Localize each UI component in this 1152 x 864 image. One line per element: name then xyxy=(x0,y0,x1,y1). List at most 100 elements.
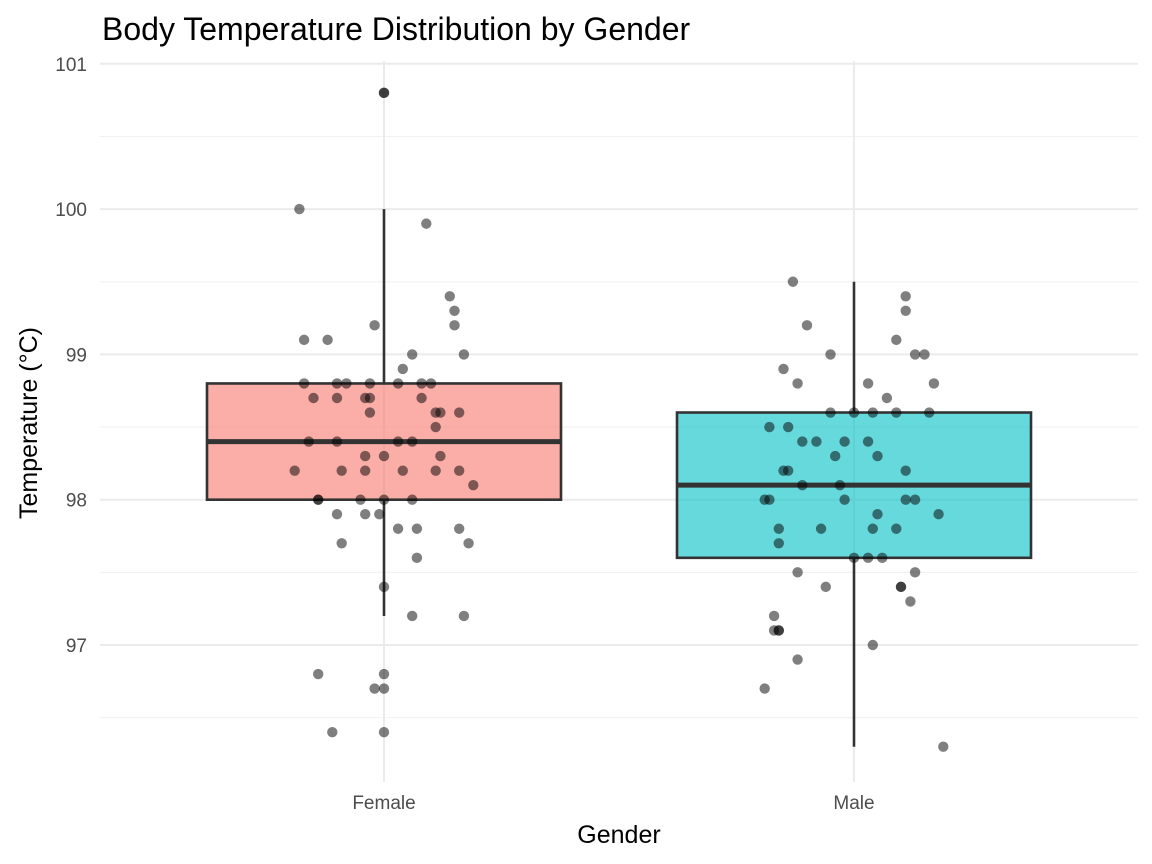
data-point xyxy=(336,538,347,549)
data-point xyxy=(825,407,836,418)
data-point xyxy=(783,421,794,433)
data-point xyxy=(463,538,474,549)
box-male xyxy=(675,281,1033,747)
data-point xyxy=(900,465,911,476)
data-point xyxy=(331,436,343,447)
data-point xyxy=(773,538,784,549)
jitter-points xyxy=(289,87,949,752)
data-point xyxy=(407,349,418,360)
data-point xyxy=(369,320,380,331)
data-point xyxy=(778,465,789,476)
data-point xyxy=(792,654,803,665)
data-point xyxy=(834,479,846,491)
data-point xyxy=(364,407,376,418)
data-point xyxy=(360,509,371,520)
data-point xyxy=(449,320,460,331)
data-point xyxy=(900,305,911,317)
data-point xyxy=(341,378,352,389)
data-point xyxy=(289,465,300,476)
data-point xyxy=(378,726,390,738)
data-point xyxy=(331,509,343,520)
y-tick-label: 101 xyxy=(55,55,87,76)
data-point xyxy=(449,305,460,317)
data-point xyxy=(797,479,808,491)
data-point xyxy=(411,552,423,564)
data-point xyxy=(294,203,305,215)
data-point xyxy=(867,523,878,534)
data-point xyxy=(378,683,390,694)
data-point xyxy=(416,378,427,389)
data-point xyxy=(862,378,874,389)
data-point xyxy=(308,392,319,404)
data-point xyxy=(430,421,441,433)
data-point xyxy=(303,436,314,447)
data-point xyxy=(764,421,775,433)
data-point xyxy=(895,581,907,593)
data-point xyxy=(909,349,921,360)
data-point xyxy=(909,494,921,505)
data-point xyxy=(355,494,366,505)
data-point xyxy=(848,407,860,418)
data-point xyxy=(848,552,860,564)
data-point xyxy=(792,378,803,389)
data-point xyxy=(425,378,437,389)
data-point xyxy=(909,567,921,578)
data-point xyxy=(454,407,465,418)
data-point xyxy=(336,465,347,476)
x-tick-label: Female xyxy=(352,793,415,814)
data-point xyxy=(416,392,427,404)
data-point xyxy=(773,625,784,636)
data-point xyxy=(313,668,324,680)
data-point xyxy=(298,378,310,389)
data-point xyxy=(764,494,775,505)
data-point xyxy=(397,363,408,375)
data-point xyxy=(778,363,789,375)
data-point xyxy=(411,523,423,534)
data-point xyxy=(891,334,902,346)
y-tick-label: 99 xyxy=(66,345,87,366)
data-point xyxy=(468,479,479,491)
chart-title: Body Temperature Distribution by Gender xyxy=(102,11,691,47)
y-axis-title: Temperature (°C) xyxy=(15,327,43,519)
data-point xyxy=(900,291,911,302)
data-point xyxy=(378,450,390,462)
data-point xyxy=(454,523,465,534)
data-point xyxy=(801,320,813,331)
data-point xyxy=(364,378,376,389)
y-tick-label: 97 xyxy=(66,636,87,657)
data-point xyxy=(298,334,310,346)
data-point xyxy=(881,392,893,404)
data-point xyxy=(815,523,827,534)
data-point xyxy=(773,523,784,534)
box-female xyxy=(205,209,563,616)
data-point xyxy=(938,741,949,752)
data-point xyxy=(820,581,831,593)
data-point xyxy=(331,378,343,389)
data-point xyxy=(872,450,883,462)
data-point xyxy=(392,436,404,447)
data-point xyxy=(905,596,916,607)
data-point xyxy=(378,494,390,505)
data-point xyxy=(900,494,911,505)
data-point xyxy=(313,494,324,505)
data-point xyxy=(378,87,390,99)
data-point xyxy=(378,668,390,680)
data-point xyxy=(407,436,418,447)
data-point xyxy=(407,494,418,505)
y-tick-label: 100 xyxy=(55,200,87,221)
data-point xyxy=(797,436,808,447)
boxes xyxy=(205,209,1033,747)
data-point xyxy=(891,523,902,534)
data-point xyxy=(397,465,408,476)
data-point xyxy=(924,407,935,418)
data-point xyxy=(421,218,432,229)
data-point xyxy=(360,450,371,462)
data-point xyxy=(862,552,874,564)
points-male xyxy=(759,276,949,752)
data-point xyxy=(322,334,333,346)
data-point xyxy=(825,349,836,360)
data-point xyxy=(830,450,841,462)
data-point xyxy=(811,436,822,447)
data-point xyxy=(933,509,944,520)
data-point xyxy=(839,494,850,505)
